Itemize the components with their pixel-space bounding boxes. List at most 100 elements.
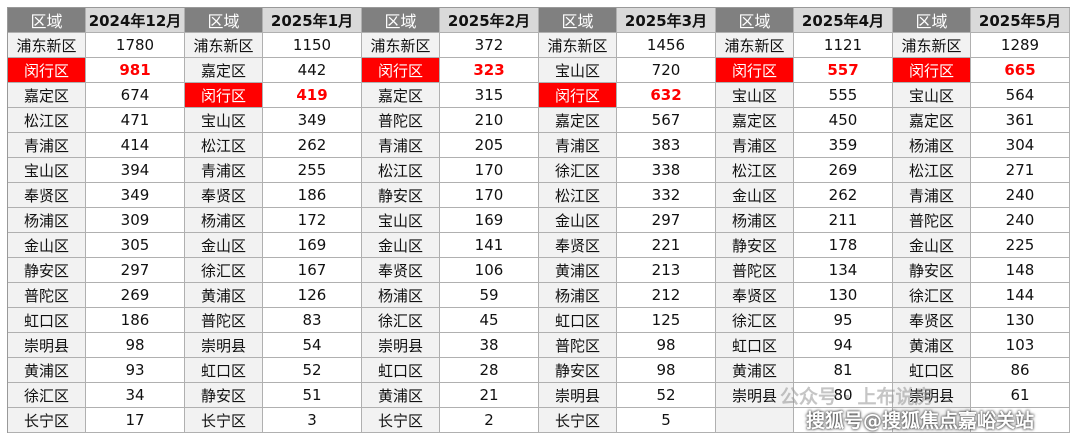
region-cell: 嘉定区 (716, 108, 794, 133)
region-cell: 松江区 (8, 108, 86, 133)
value-cell: 170 (440, 158, 539, 183)
region-cell: 崇明县 (893, 383, 971, 408)
value-cell: 240 (971, 208, 1070, 233)
region-cell: 黄浦区 (893, 333, 971, 358)
region-cell: 杨浦区 (362, 283, 440, 308)
value-cell: 130 (971, 308, 1070, 333)
value-cell: 305 (86, 233, 185, 258)
region-cell: 奉贤区 (8, 183, 86, 208)
value-cell: 1150 (263, 33, 362, 58)
region-cell: 金山区 (539, 208, 617, 233)
value-cell: 323 (440, 58, 539, 83)
region-cell: 嘉定区 (893, 108, 971, 133)
region-cell: 徐汇区 (539, 158, 617, 183)
value-cell: 262 (794, 183, 893, 208)
value-cell: 86 (971, 358, 1070, 383)
value-cell: 172 (263, 208, 362, 233)
watermark: 搜狐号@搜狐焦点嘉峪关站 (806, 410, 1035, 432)
value-cell: 419 (263, 83, 362, 108)
region-cell: 奉贤区 (716, 283, 794, 308)
value-cell: 315 (440, 83, 539, 108)
region-cell: 嘉定区 (362, 83, 440, 108)
region-cell: 杨浦区 (893, 133, 971, 158)
header-cell: 区域 (893, 8, 971, 33)
region-cell: 崇明县 (185, 333, 263, 358)
region-cell: 徐汇区 (716, 308, 794, 333)
value-cell: 59 (440, 283, 539, 308)
header-cell: 2025年3月 (617, 8, 716, 33)
value-cell: 17 (86, 408, 185, 433)
region-cell: 普陀区 (893, 208, 971, 233)
region-cell: 闵行区 (362, 58, 440, 83)
value-cell: 134 (794, 258, 893, 283)
value-cell: 178 (794, 233, 893, 258)
value-cell: 297 (617, 208, 716, 233)
value-cell: 1289 (971, 33, 1070, 58)
region-cell: 金山区 (185, 233, 263, 258)
value-cell: 414 (86, 133, 185, 158)
value-cell: 130 (794, 283, 893, 308)
region-cell: 长宁区 (539, 408, 617, 433)
value-cell: 555 (794, 83, 893, 108)
region-cell: 杨浦区 (539, 283, 617, 308)
region-cell: 闵行区 (539, 83, 617, 108)
value-cell: 212 (617, 283, 716, 308)
region-cell: 奉贤区 (539, 233, 617, 258)
header-cell: 区域 (8, 8, 86, 33)
value-cell: 61 (971, 383, 1070, 408)
region-cell: 松江区 (716, 158, 794, 183)
value-cell: 567 (617, 108, 716, 133)
region-cell: 虹口区 (8, 308, 86, 333)
value-cell: 21 (440, 383, 539, 408)
region-cell: 徐汇区 (893, 283, 971, 308)
value-cell: 338 (617, 158, 716, 183)
value-cell: 167 (263, 258, 362, 283)
value-cell: 981 (86, 58, 185, 83)
header-cell: 2025年4月 (794, 8, 893, 33)
region-cell: 静安区 (716, 233, 794, 258)
value-cell: 665 (971, 58, 1070, 83)
region-cell: 闵行区 (893, 58, 971, 83)
region-cell: 杨浦区 (716, 208, 794, 233)
value-cell: 51 (263, 383, 362, 408)
value-cell: 125 (617, 308, 716, 333)
region-cell: 黄浦区 (539, 258, 617, 283)
value-cell: 45 (440, 308, 539, 333)
value-cell: 297 (86, 258, 185, 283)
region-cell: 青浦区 (716, 133, 794, 158)
region-cell: 虹口区 (362, 358, 440, 383)
value-cell: 1456 (617, 33, 716, 58)
region-cell: 闵行区 (8, 58, 86, 83)
value-cell: 240 (971, 183, 1070, 208)
header-cell: 2025年5月 (971, 8, 1070, 33)
value-cell: 442 (263, 58, 362, 83)
region-cell: 青浦区 (362, 133, 440, 158)
value-cell: 471 (86, 108, 185, 133)
region-cell: 浦东新区 (893, 33, 971, 58)
region-cell: 青浦区 (185, 158, 263, 183)
value-cell: 169 (263, 233, 362, 258)
region-cell: 普陀区 (716, 258, 794, 283)
value-cell: 1121 (794, 33, 893, 58)
value-cell: 1780 (86, 33, 185, 58)
value-cell (971, 408, 1070, 433)
value-cell: 262 (263, 133, 362, 158)
region-cell: 嘉定区 (185, 58, 263, 83)
region-cell: 闵行区 (716, 58, 794, 83)
value-cell: 372 (440, 33, 539, 58)
region-cell: 黄浦区 (8, 358, 86, 383)
region-cell: 嘉定区 (539, 108, 617, 133)
value-cell: 34 (86, 383, 185, 408)
value-cell: 141 (440, 233, 539, 258)
value-cell: 2 (440, 408, 539, 433)
region-cell: 长宁区 (362, 408, 440, 433)
region-cell: 黄浦区 (185, 283, 263, 308)
value-cell: 94 (794, 333, 893, 358)
value-cell: 632 (617, 83, 716, 108)
watermark: 公众号 · 上布说房 (780, 386, 934, 408)
region-cell (716, 408, 794, 433)
value-cell: 394 (86, 158, 185, 183)
value-cell: 359 (794, 133, 893, 158)
value-cell: 83 (263, 308, 362, 333)
